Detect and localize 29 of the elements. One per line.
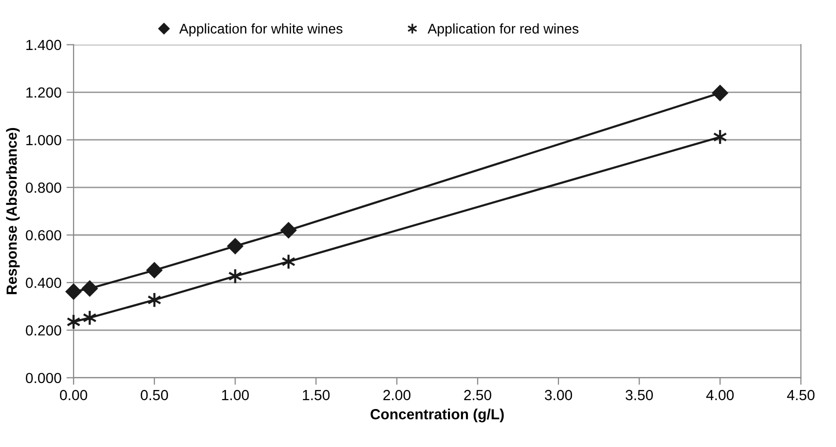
legend-label: Application for red wines: [428, 23, 578, 36]
legend-label: Application for white wines: [179, 23, 342, 36]
y-tick-label: 0.600: [26, 230, 62, 240]
y-tick-label: 0.200: [26, 325, 62, 336]
point: [712, 85, 728, 101]
point: [146, 262, 162, 278]
y-tick-label: 1.400: [26, 40, 62, 50]
y-tick-label: 0.800: [26, 182, 62, 193]
x-tick-label: 3.50: [626, 390, 653, 400]
y-tick-label: 0.400: [26, 278, 62, 288]
x-tick-label: 4.00: [706, 390, 734, 400]
x-tick-label: 4.50: [787, 390, 815, 400]
x-tick-label: 3.00: [544, 390, 572, 400]
point: [82, 280, 98, 296]
y-axis-title: Response (Absorbance): [6, 128, 20, 294]
x-tick-label: 2.00: [383, 390, 410, 400]
point: [227, 238, 244, 254]
y-tick-label: 0.000: [26, 372, 62, 384]
point: [280, 222, 296, 238]
x-tick-label: 2.50: [464, 390, 492, 400]
y-tick-label: 1.000: [26, 134, 62, 146]
x-axis-title: Concentration (g/L): [370, 408, 504, 422]
y-tick-label: 1.200: [26, 87, 62, 98]
point: [82, 310, 97, 326]
x-tick-label: 1.00: [222, 390, 249, 400]
x-tick-label: 1.50: [302, 390, 330, 400]
x-tick-label: 0.50: [140, 390, 168, 400]
x-tick-label: 0.00: [60, 390, 88, 400]
point: [66, 284, 82, 300]
